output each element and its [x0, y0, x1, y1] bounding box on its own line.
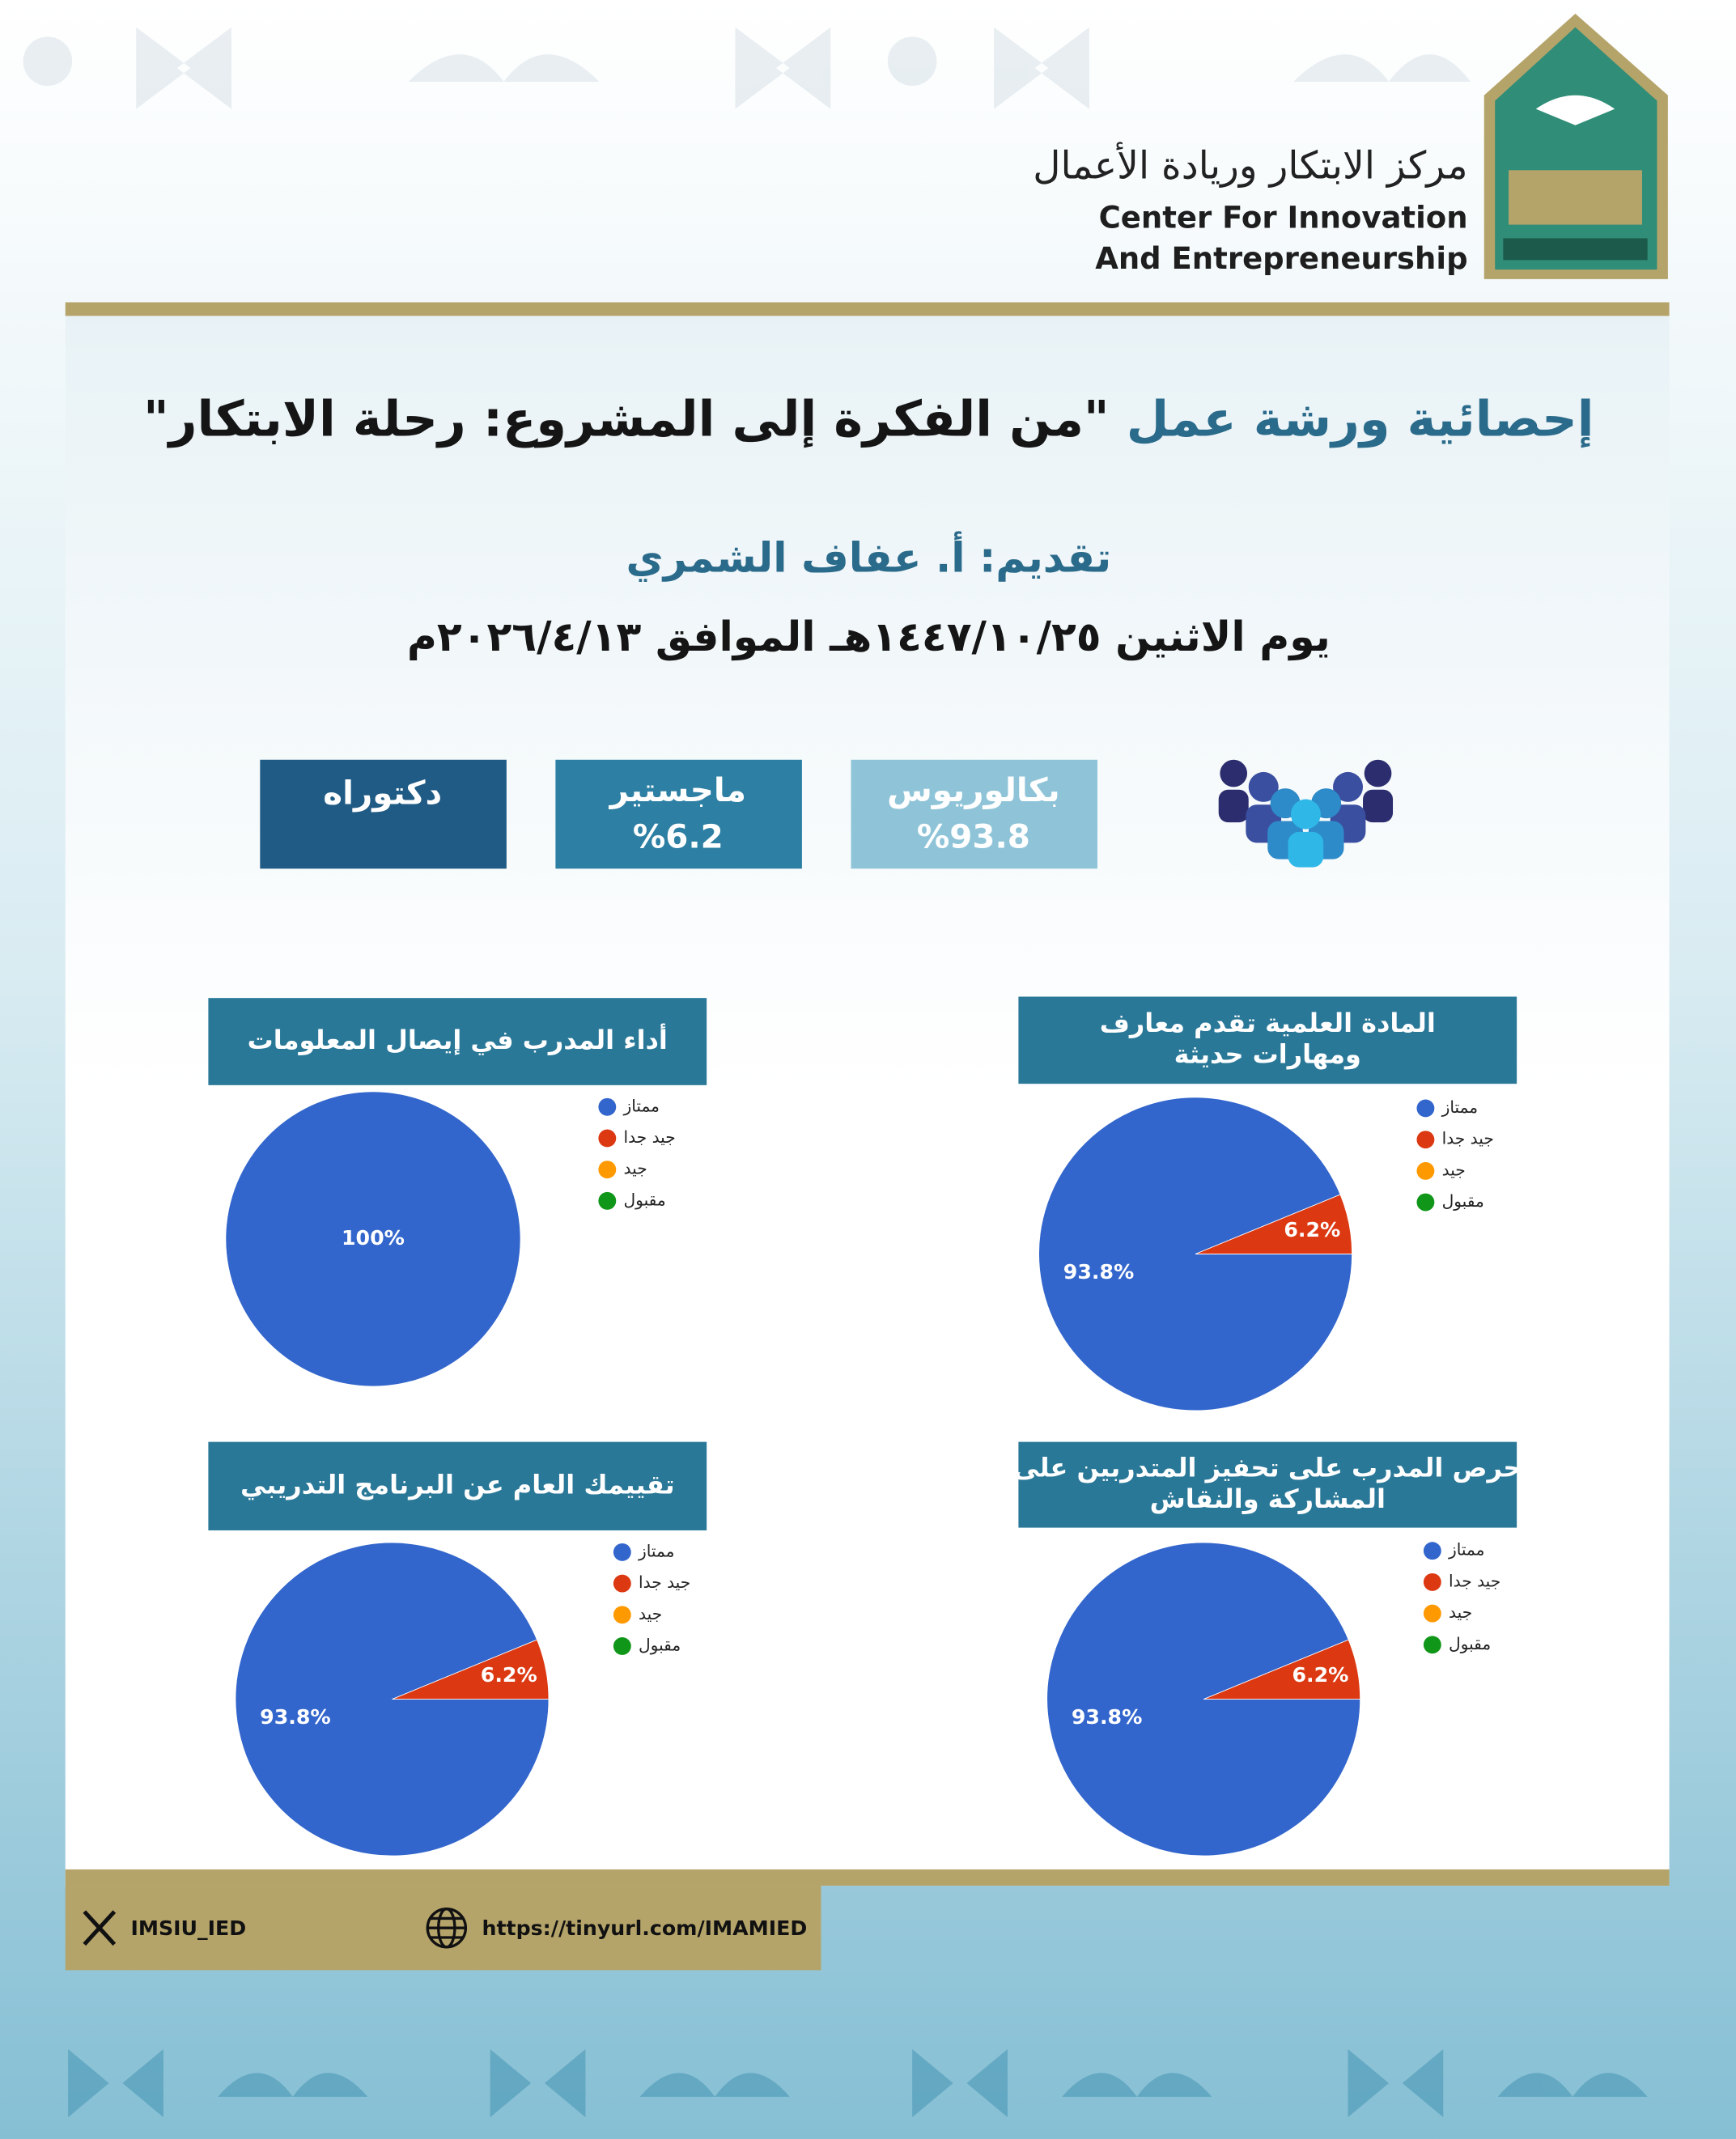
- legend-swatch: [598, 1161, 617, 1179]
- slice-label: 93.8%: [260, 1705, 331, 1729]
- chart-header: [208, 998, 707, 1085]
- url: https://tinyurl.com/IMAMIED: [482, 1916, 808, 1940]
- degree-box: [260, 759, 507, 869]
- chart-title: أداء المدرب في إيصال المعلومات: [248, 1023, 668, 1056]
- pie-slice: [392, 1639, 550, 1700]
- legend-swatch: [613, 1543, 631, 1561]
- legend-label: جيد: [1449, 1602, 1472, 1622]
- slice-label: 6.2%: [481, 1663, 537, 1687]
- legend-label: جيد جدا: [1449, 1571, 1500, 1590]
- legend-swatch: [598, 1129, 617, 1148]
- legend-label: ممتاز: [623, 1096, 660, 1115]
- slice-label: 100%: [342, 1226, 405, 1250]
- legend-label: مقبول: [1449, 1634, 1491, 1653]
- legend-swatch: [598, 1097, 617, 1116]
- chart-header: [1018, 1441, 1517, 1528]
- title-part: إحصائية ورشة عمل: [1127, 391, 1594, 448]
- people-icon: [1218, 759, 1394, 868]
- degree-value: %6.2: [633, 817, 724, 855]
- globe-icon: [426, 1907, 468, 1949]
- chart-title: حرص المدرب على تحفيز المتدربين على: [1013, 1452, 1522, 1483]
- legend-swatch: [1423, 1604, 1441, 1623]
- slice-label: 93.8%: [1063, 1260, 1135, 1284]
- presenter: تقديم: أ. عفاف الشمري: [626, 531, 1111, 583]
- gold-bar: [65, 302, 1670, 316]
- title-part: "من الفكرة إلى المشروع: رحلة الابتكار": [143, 391, 1109, 448]
- legend-label: مقبول: [624, 1190, 666, 1209]
- legend-swatch: [598, 1191, 617, 1210]
- main-title: إحصائية ورشة عمل "من الفكرة إلى المشروع:…: [143, 391, 1594, 448]
- pie-slice: [1203, 1639, 1361, 1700]
- bottom-pattern: [68, 2048, 1648, 2118]
- legend-label: جيد جدا: [624, 1127, 676, 1147]
- legend-swatch: [1416, 1161, 1435, 1180]
- pie-slice: [226, 1092, 520, 1386]
- legend-swatch: [1416, 1131, 1435, 1149]
- legend-label: ممتاز: [1448, 1540, 1484, 1560]
- top-pattern: [23, 27, 1471, 109]
- degree-label: دكتوراه: [323, 775, 442, 813]
- degree-label: ماجستير: [609, 771, 746, 809]
- legend-swatch: [1423, 1542, 1441, 1560]
- chart-header: [208, 1441, 707, 1530]
- legend-label: مقبول: [1442, 1191, 1484, 1211]
- x-icon: [83, 1910, 117, 1946]
- legend-label: ممتاز: [638, 1541, 674, 1560]
- degree-box: [555, 759, 802, 869]
- legend-label: جيد: [1442, 1160, 1466, 1179]
- legend-label: جيد جدا: [639, 1572, 690, 1592]
- org-name-english: Center For Innovation: [1099, 200, 1468, 235]
- legend-swatch: [1423, 1572, 1441, 1591]
- org-name-arabic: مركز الابتكار وريادة الأعمال: [1033, 142, 1467, 189]
- x-handle: IMSIU_IED: [131, 1916, 247, 1940]
- chart-title: المشاركة والنقاش: [1150, 1483, 1386, 1514]
- slice-label: 6.2%: [1292, 1663, 1348, 1687]
- chart-title: ومهارات حديثة: [1174, 1039, 1361, 1070]
- legend-swatch: [613, 1637, 631, 1655]
- legend-label: مقبول: [639, 1635, 681, 1654]
- legend-swatch: [613, 1574, 631, 1593]
- org-name-english: And Entrepreneurship: [1095, 241, 1467, 276]
- legend-label: ممتاز: [1441, 1097, 1478, 1117]
- slice-label: 6.2%: [1284, 1218, 1340, 1241]
- chart-header: [1018, 996, 1517, 1084]
- legend-swatch: [1423, 1636, 1441, 1654]
- legend-label: جيد جدا: [1442, 1129, 1494, 1148]
- university-logo: [1483, 13, 1668, 279]
- legend-swatch: [613, 1606, 631, 1624]
- date: يوم الاثنين ١٤٤٧/١٠/٢٥هـ الموافق ٢٠٢٦/٤/…: [407, 613, 1331, 661]
- chart-title: المادة العلمية تقدم معارف: [1100, 1008, 1436, 1038]
- legend-swatch: [1416, 1193, 1435, 1212]
- pie-slice: [1195, 1194, 1352, 1254]
- chart-title: تقييمك العام عن البرنامج التدريبي: [240, 1469, 675, 1500]
- slice-label: 93.8%: [1072, 1705, 1143, 1729]
- degree-value: %93.8: [917, 817, 1030, 855]
- degree-label: بكالوريوس: [887, 771, 1060, 809]
- legend-label: جيد: [624, 1159, 647, 1178]
- legend-swatch: [1416, 1099, 1435, 1118]
- gold-bar: [65, 1869, 1670, 1886]
- legend-label: جيد: [639, 1604, 662, 1623]
- degree-box: [851, 759, 1097, 869]
